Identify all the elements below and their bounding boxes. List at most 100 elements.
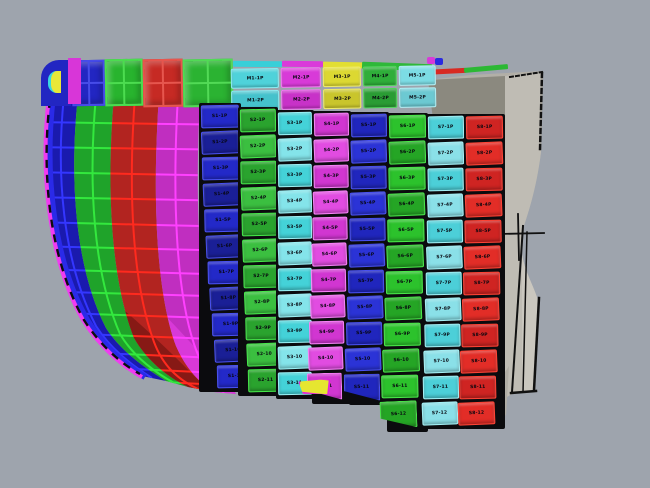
plate[interactable]: S2-6P bbox=[241, 238, 279, 263]
plate[interactable]: S3-4P bbox=[277, 189, 313, 214]
plate[interactable]: S3-8P bbox=[277, 293, 313, 318]
plate-column-1[interactable]: S1-1P S1-2P S1-3P S1-4P S1-5P S1-6P S1-7P S1-8P… bbox=[199, 103, 256, 392]
plate[interactable]: S8-10 bbox=[459, 349, 498, 374]
plate[interactable]: S1-4P bbox=[202, 182, 242, 207]
plate[interactable]: S5-2P bbox=[350, 139, 388, 164]
plate[interactable]: S7-12 bbox=[421, 401, 459, 426]
plate[interactable]: S6-10 bbox=[382, 348, 421, 373]
plate[interactable]: S7-11 bbox=[422, 375, 460, 400]
plate[interactable]: S4-7P bbox=[310, 268, 347, 293]
deck-panel-3[interactable] bbox=[142, 58, 184, 108]
blue-strake-grid bbox=[46, 96, 166, 381]
plate-label: S3-1P bbox=[287, 120, 303, 126]
plate[interactable]: S2-2P bbox=[239, 134, 277, 159]
panel-seam-horizontal bbox=[106, 81, 142, 84]
plate[interactable]: S5-1P bbox=[350, 113, 388, 138]
plate[interactable]: S8-6P bbox=[463, 245, 502, 270]
plate[interactable]: S3-5P bbox=[277, 215, 313, 240]
plate[interactable]: S3-6P bbox=[277, 241, 313, 266]
plate[interactable]: S7-7P bbox=[425, 271, 463, 296]
plate[interactable]: S6-3P bbox=[388, 166, 426, 191]
plate-column-3[interactable]: S3-1P S3-2P S3-3P S3-4P S3-5P S3-6P S3-7P S3-8P… bbox=[276, 110, 314, 399]
plate[interactable]: S5-3P bbox=[350, 165, 387, 190]
plate[interactable]: S6-4P bbox=[387, 192, 426, 217]
deck-panel-2[interactable] bbox=[104, 58, 144, 107]
plate[interactable]: S2-5P bbox=[241, 212, 278, 237]
deck-panel-4[interactable] bbox=[182, 58, 234, 108]
plate[interactable]: S8-11 bbox=[458, 375, 497, 400]
plate[interactable]: S4-9P bbox=[308, 320, 345, 345]
plate[interactable]: S2-4P bbox=[240, 186, 278, 211]
plate[interactable]: S6-6P bbox=[386, 244, 425, 269]
header-plate[interactable]: M5-1P bbox=[398, 65, 436, 86]
plate[interactable]: S2-1P bbox=[239, 108, 277, 133]
plate[interactable]: S8-1P bbox=[465, 115, 504, 140]
plate[interactable]: S2-3P bbox=[240, 160, 277, 185]
header-plate[interactable]: M5-2P bbox=[399, 87, 437, 108]
header-plate[interactable]: M2-2P bbox=[281, 89, 322, 110]
plate-label: S4-3P bbox=[323, 173, 339, 179]
plate[interactable]: S8-3P bbox=[465, 167, 503, 192]
plate[interactable]: S4-3P bbox=[313, 164, 349, 189]
plate[interactable]: S7-8P bbox=[424, 297, 462, 322]
plate[interactable]: S6-2P bbox=[388, 140, 427, 165]
plate[interactable]: S3-3P bbox=[277, 163, 313, 188]
plate-column-6[interactable]: S6-1P S6-2P S6-3P S6-4P S6-5P S6-6P S6-7P S6-8P… bbox=[387, 113, 428, 432]
plate[interactable]: S7-9P bbox=[424, 323, 461, 348]
header-plate[interactable]: M2-1P bbox=[280, 67, 321, 88]
plate[interactable]: S6-11 bbox=[381, 374, 419, 399]
plate[interactable]: S3-1P bbox=[277, 111, 313, 136]
plate[interactable]: S5-7P bbox=[347, 269, 385, 294]
plate[interactable]: S7-3P bbox=[427, 167, 464, 192]
plate[interactable]: S3-7P bbox=[277, 267, 313, 292]
plate[interactable]: S4-1P bbox=[313, 112, 350, 137]
plate[interactable]: S4-10 bbox=[307, 346, 344, 371]
header-plate[interactable]: M4-1P bbox=[362, 65, 397, 87]
plate[interactable]: S7-2P bbox=[427, 141, 465, 166]
plate[interactable]: S3-2P bbox=[277, 137, 313, 162]
plate[interactable]: S8-5P bbox=[464, 219, 502, 244]
plate[interactable]: S8-4P bbox=[464, 193, 503, 218]
plate[interactable]: S5-4P bbox=[349, 191, 387, 216]
plate[interactable]: S6-7P bbox=[385, 270, 424, 295]
plate[interactable]: S7-4P bbox=[426, 193, 464, 218]
plate[interactable]: S8-9P bbox=[461, 323, 499, 348]
plate[interactable]: S7-6P bbox=[425, 245, 463, 270]
plate[interactable]: S6-9P bbox=[383, 322, 421, 347]
plate[interactable]: S5-9P bbox=[345, 321, 383, 346]
plate-column-2[interactable]: S2-1P S2-2P S2-3P S2-4P S2-5P S2-6P S2-7P S2-8P… bbox=[238, 107, 285, 396]
plate[interactable]: S5-8P bbox=[346, 295, 384, 320]
header-plate[interactable]: M1-1P bbox=[230, 67, 279, 89]
header-plate[interactable]: M3-2P bbox=[323, 88, 362, 110]
plate[interactable]: S5-10 bbox=[344, 347, 382, 372]
plate[interactable]: S5-5P bbox=[349, 217, 386, 242]
header-plate[interactable]: M3-1P bbox=[322, 66, 361, 88]
header-plate[interactable]: M4-2P bbox=[363, 87, 398, 109]
plate[interactable]: S5-11 bbox=[344, 374, 381, 402]
plate[interactable]: S4-5P bbox=[312, 216, 348, 241]
plate[interactable]: S5-6P bbox=[348, 243, 386, 268]
plate[interactable]: S4-8P bbox=[309, 294, 346, 319]
plate[interactable]: S6-5P bbox=[387, 218, 425, 243]
plate[interactable]: S3-9P bbox=[277, 319, 313, 344]
plate[interactable]: S8-12 bbox=[457, 401, 496, 426]
plate[interactable]: S7-1P bbox=[427, 115, 465, 140]
plate[interactable]: S7-10 bbox=[423, 349, 461, 374]
plate[interactable]: S1-1P bbox=[200, 104, 240, 129]
plate[interactable]: S2-7P bbox=[243, 264, 280, 289]
plate[interactable]: S6-8P bbox=[384, 296, 423, 321]
plate[interactable]: S4-4P bbox=[312, 190, 349, 215]
plate[interactable]: S8-7P bbox=[462, 271, 501, 296]
plate[interactable]: S7-5P bbox=[426, 219, 464, 244]
plate[interactable]: S4-6P bbox=[311, 242, 348, 267]
plate-column-8[interactable]: S8-1P S8-2P S8-3P S8-4P S8-5P S8-6P S8-7P S8-8P… bbox=[457, 114, 505, 429]
plate-column-4[interactable]: S4-1P S4-2P S4-3P S4-4P S4-5P S4-6P S4-7P S4-8P… bbox=[312, 111, 351, 404]
plate[interactable]: S1-5P bbox=[204, 208, 243, 233]
plate[interactable]: S1-2P bbox=[200, 130, 240, 155]
plate[interactable]: S8-2P bbox=[465, 141, 504, 166]
plate[interactable]: S1-3P bbox=[201, 156, 241, 181]
plate[interactable]: S4-2P bbox=[313, 138, 350, 163]
plate[interactable]: S8-8P bbox=[461, 297, 500, 322]
plate[interactable]: S6-1P bbox=[388, 114, 427, 139]
